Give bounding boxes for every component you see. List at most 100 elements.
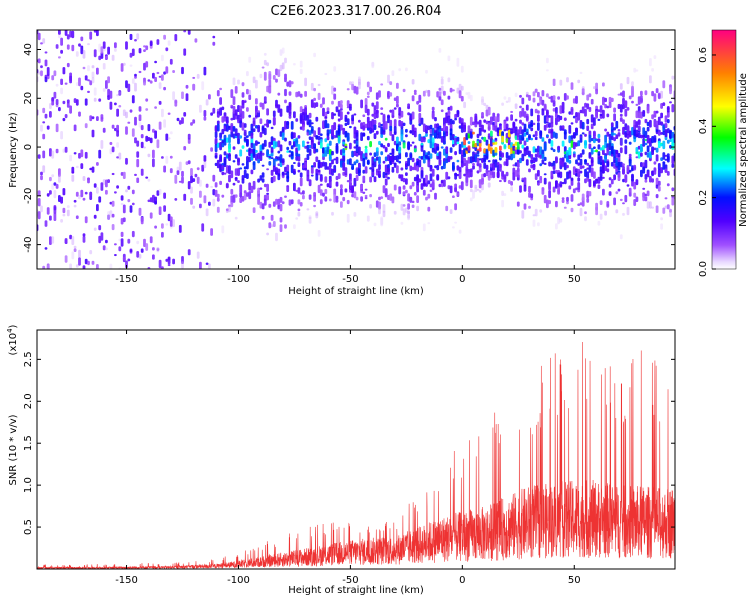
heatmap-cell — [250, 132, 254, 139]
heatmap-cell — [503, 193, 507, 196]
heatmap-cell — [125, 126, 128, 135]
heatmap-cell — [230, 104, 234, 107]
heatmap-cell — [590, 170, 594, 177]
heatmap-cell — [82, 50, 86, 59]
heatmap-cell — [429, 189, 433, 192]
heatmap-cell — [431, 147, 435, 153]
heatmap-cell — [382, 171, 386, 179]
heatmap-cell — [185, 84, 189, 89]
heatmap-cell — [608, 151, 612, 156]
heatmap-cell — [261, 143, 265, 150]
heatmap-cell — [593, 146, 596, 149]
heatmap-cell — [425, 154, 428, 159]
heatmap-cell — [62, 213, 66, 217]
heatmap-cell — [270, 176, 274, 184]
heatmap-cell — [234, 154, 238, 159]
heatmap-cell — [557, 145, 560, 151]
heatmap-cell — [281, 201, 285, 205]
heatmap-cell — [331, 112, 334, 120]
heatmap-cell — [604, 140, 607, 149]
heatmap-cell — [626, 206, 630, 216]
heatmap-cell — [263, 198, 267, 206]
heatmap-cell — [51, 174, 55, 178]
heatmap-cell — [225, 137, 229, 143]
heatmap-cell — [55, 183, 59, 189]
heatmap-cell — [646, 145, 650, 153]
heatmap-cell — [122, 256, 126, 261]
heatmap-cell — [422, 123, 426, 132]
heatmap-cell — [384, 156, 388, 162]
heatmap-cell — [400, 221, 404, 225]
heatmap-cell — [78, 152, 81, 159]
heatmap-cell — [510, 147, 513, 156]
heatmap-cell — [662, 207, 666, 214]
heatmap-cell — [642, 134, 646, 138]
heatmap-cell — [340, 184, 343, 189]
heatmap-cell — [662, 130, 666, 136]
heatmap-cell — [422, 155, 426, 164]
heatmap-cell — [628, 153, 632, 157]
heatmap-cell — [425, 69, 428, 74]
heatmap-cell — [570, 194, 574, 202]
heatmap-cell — [606, 131, 610, 137]
heatmap-cell — [114, 48, 117, 52]
heatmap-cell — [588, 152, 592, 159]
heatmap-cell — [360, 132, 363, 141]
heatmap-cell — [512, 145, 516, 151]
heatmap-cell — [145, 243, 149, 251]
heatmap-cell — [105, 247, 108, 251]
heatmap-cell — [275, 141, 278, 148]
heatmap-cell — [344, 117, 348, 123]
heatmap-cell — [516, 141, 520, 150]
heatmap-cell — [82, 233, 86, 237]
heatmap-cell — [299, 192, 303, 195]
heatmap-cell — [543, 156, 547, 161]
heatmap-cell — [391, 109, 395, 119]
heatmap-cell — [93, 214, 97, 219]
heatmap-cell — [519, 134, 522, 140]
heatmap-cell — [241, 175, 245, 181]
heatmap-cell — [246, 173, 249, 179]
heatmap-cell — [371, 156, 375, 166]
heatmap-cell — [66, 44, 70, 50]
heatmap-cell — [595, 110, 598, 119]
heatmap-cell — [671, 155, 675, 165]
heatmap-cell — [651, 206, 654, 209]
heatmap-cell — [120, 238, 124, 247]
heatmap-cell — [263, 139, 267, 147]
heatmap-cell — [196, 176, 200, 184]
heatmap-cell — [268, 73, 272, 81]
heatmap-cell — [322, 120, 325, 129]
heatmap-cell — [297, 162, 301, 167]
heatmap-cell — [221, 171, 225, 176]
heatmap-cell — [243, 169, 247, 178]
heatmap-cell — [324, 150, 328, 157]
heatmap-cell — [555, 200, 558, 208]
heatmap-cell — [239, 135, 243, 139]
heatmap-cell — [644, 118, 648, 124]
heatmap-cell — [284, 77, 287, 80]
heatmap-cell — [319, 183, 323, 186]
heatmap-cell — [66, 99, 70, 104]
heatmap-cell — [192, 178, 196, 182]
heatmap-cell — [613, 160, 616, 163]
heatmap-cell — [563, 117, 567, 121]
heatmap-cell — [525, 115, 529, 121]
heatmap-cell — [534, 136, 538, 139]
heatmap-cell — [449, 209, 453, 214]
heatmap-cell — [335, 175, 339, 181]
heatmap-cell — [239, 192, 243, 198]
heatmap-cell — [257, 127, 260, 133]
heatmap-cell — [297, 144, 301, 151]
heatmap-cell — [257, 159, 260, 164]
heatmap-cell — [58, 56, 61, 59]
heatmap-cell — [127, 185, 131, 190]
heatmap-cell — [154, 106, 157, 109]
heatmap-cell — [78, 111, 81, 117]
heatmap-cell — [326, 135, 330, 141]
heatmap-cell — [608, 177, 612, 181]
heatmap-cell — [447, 55, 451, 62]
heatmap-cell — [593, 171, 596, 179]
heatmap-cell — [427, 180, 431, 185]
heatmap-cell — [454, 151, 457, 156]
